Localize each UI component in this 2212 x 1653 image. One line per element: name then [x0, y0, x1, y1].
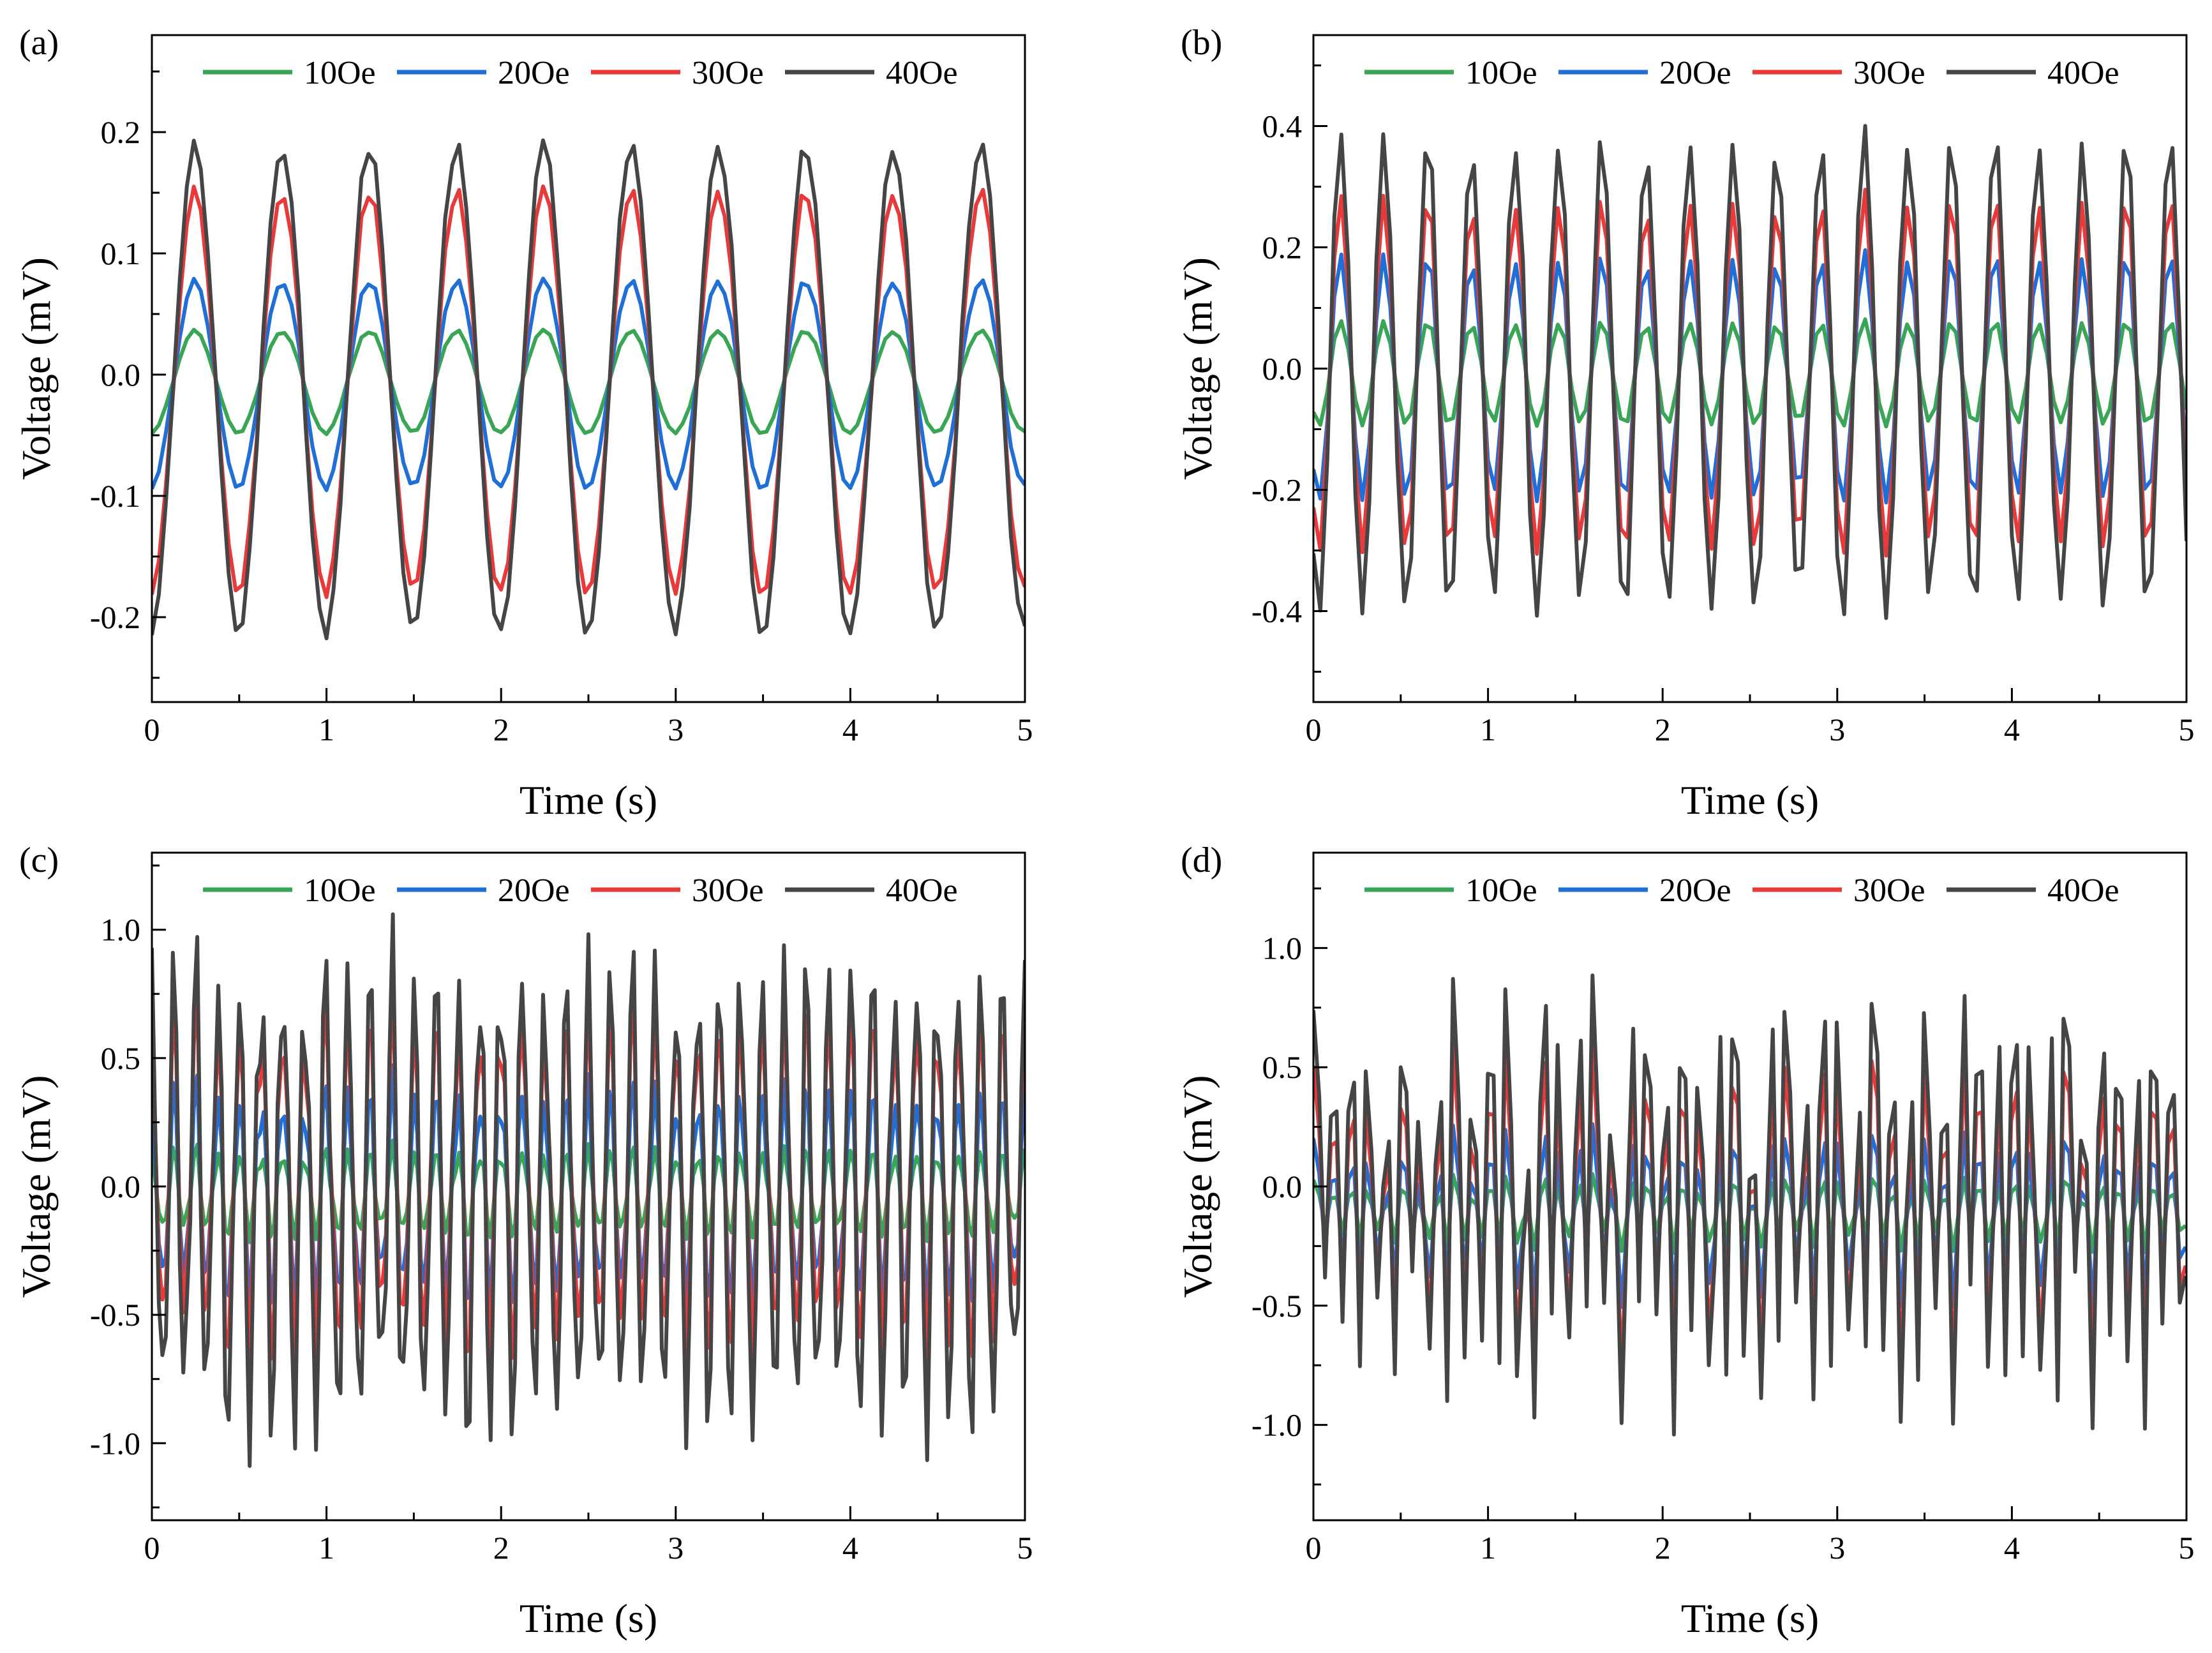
x-tick-label: 3: [668, 1530, 684, 1566]
x-tick-label: 4: [842, 712, 858, 747]
legend: 10Oe 20Oe 30Oe 40Oe: [1364, 872, 2119, 909]
legend-label: 30Oe: [692, 55, 764, 91]
legend-label: 30Oe: [1853, 55, 1925, 91]
legend-label: 10Oe: [304, 55, 376, 91]
y-axis-label: Voltage (mV): [13, 257, 59, 480]
x-tick-label: 0: [1306, 1530, 1322, 1566]
legend-label: 10Oe: [304, 872, 376, 909]
y-tick-label: -0.2: [90, 599, 140, 635]
series-line-10Oe: [152, 1138, 1025, 1245]
y-tick-label: -1.0: [90, 1425, 140, 1461]
series-group: [152, 138, 1025, 641]
y-tick-label: 1.0: [101, 912, 141, 948]
x-tick-label: 4: [2004, 712, 2020, 747]
x-axis-label: Time (s): [519, 1596, 657, 1641]
x-tick-label: 2: [493, 712, 509, 747]
x-tick-label: 5: [1017, 712, 1033, 747]
x-tick-label: 1: [318, 1530, 334, 1566]
x-tick-label: 5: [2179, 1530, 2195, 1566]
panel-label: (c): [19, 841, 59, 880]
x-tick-label: 0: [144, 1530, 160, 1566]
y-tick-label: 0.0: [101, 1169, 141, 1204]
y-tick-label: -0.4: [1252, 594, 1302, 629]
y-tick-label: 0.5: [1262, 1049, 1303, 1085]
y-tick-label: -0.2: [1252, 472, 1302, 508]
series-group: [152, 912, 1025, 1468]
x-tick-label: 1: [1480, 1530, 1496, 1566]
panel-c: 0 1 2 3 4 5 -1.0 -0.5 0.0 0.5 1.0 Time (s) Voltage (…: [13, 841, 1033, 1641]
series-line-30Oe: [152, 184, 1025, 599]
y-tick-label: -0.1: [90, 478, 140, 514]
series-line-20Oe: [152, 1063, 1025, 1319]
x-tick-label: 2: [1655, 1530, 1671, 1566]
x-tick-label: 4: [2004, 1530, 2020, 1566]
x-tick-label: 1: [318, 712, 334, 747]
x-tick-label: 3: [1829, 1530, 1845, 1566]
legend-label: 40Oe: [886, 55, 958, 91]
legend: 10Oe 20Oe 30Oe 40Oe: [203, 55, 958, 91]
x-tick-label: 5: [2179, 712, 2195, 747]
panel-b: 0 1 2 3 4 5 -0.4 -0.2 0.0 0.2 0.4 Time (s) Voltage (…: [1175, 23, 2195, 823]
x-tick-label: 3: [668, 712, 684, 747]
y-tick-label: 0.1: [101, 236, 141, 271]
series-group: [1313, 973, 2186, 1437]
panel-d: 0 1 2 3 4 5 -1.0 -0.5 0.0 0.5 1.0 Time (s) Voltage (…: [1175, 841, 2195, 1641]
plot-frame: [1312, 34, 2188, 703]
panel-a: 0 1 2 3 4 5 -0.2 -0.1 0.0 0.1 0.2 Time (s) Voltage (…: [13, 23, 1033, 823]
series-group: [1313, 124, 2186, 620]
y-tick-label: -1.0: [1252, 1407, 1302, 1443]
x-tick-label: 2: [493, 1530, 509, 1566]
y-tick-label: -0.5: [1252, 1288, 1302, 1324]
series-line-10Oe: [1313, 317, 2186, 429]
x-axis-label: Time (s): [1681, 777, 1819, 823]
y-tick-label: 0.2: [101, 114, 141, 150]
x-tick-label: 2: [1655, 712, 1671, 747]
series-line-10Oe: [152, 327, 1025, 437]
legend-label: 40Oe: [2047, 872, 2119, 909]
y-tick-label: -0.5: [90, 1297, 140, 1333]
legend-label: 10Oe: [1465, 872, 1537, 909]
y-tick-label: 0.0: [1262, 1169, 1303, 1204]
series-line-20Oe: [152, 276, 1025, 493]
x-axis-label: Time (s): [519, 777, 657, 823]
legend-label: 40Oe: [2047, 55, 2119, 91]
y-tick-label: 0.0: [1262, 351, 1303, 387]
y-tick-label: 0.5: [101, 1040, 141, 1076]
legend: 10Oe 20Oe 30Oe 40Oe: [203, 872, 958, 909]
x-tick-label: 4: [842, 1530, 858, 1566]
x-tick-label: 0: [144, 712, 160, 747]
x-tick-label: 5: [1017, 1530, 1033, 1566]
series-line-40Oe: [1313, 973, 2186, 1437]
series-line-40Oe: [1313, 124, 2186, 620]
panel-label: (d): [1181, 841, 1222, 880]
x-tick-label: 1: [1480, 712, 1496, 747]
series-line-40Oe: [152, 138, 1025, 641]
legend-label: 20Oe: [498, 55, 570, 91]
panel-label: (b): [1181, 23, 1222, 63]
legend-label: 20Oe: [1659, 55, 1731, 91]
legend-label: 10Oe: [1465, 55, 1537, 91]
x-axis-label: Time (s): [1681, 1596, 1819, 1641]
legend-label: 20Oe: [1659, 872, 1731, 909]
y-axis-label: Voltage (mV): [13, 1075, 59, 1298]
y-axis-label: Voltage (mV): [1175, 257, 1220, 480]
y-tick-label: 1.0: [1262, 930, 1303, 966]
legend-label: 30Oe: [692, 872, 764, 909]
plot-frame: [151, 34, 1026, 703]
legend-label: 30Oe: [1853, 872, 1925, 909]
legend: 10Oe 20Oe 30Oe 40Oe: [1364, 55, 2119, 91]
y-axis-label: Voltage (mV): [1175, 1075, 1220, 1298]
x-tick-label: 3: [1829, 712, 1845, 747]
y-tick-label: 0.0: [101, 357, 141, 393]
panel-label: (a): [19, 23, 59, 63]
series-line-40Oe: [152, 912, 1025, 1468]
y-tick-label: 0.4: [1262, 108, 1303, 144]
x-tick-label: 0: [1306, 712, 1322, 747]
y-tick-label: 0.2: [1262, 230, 1303, 266]
legend-label: 40Oe: [886, 872, 958, 909]
legend-label: 20Oe: [498, 872, 570, 909]
